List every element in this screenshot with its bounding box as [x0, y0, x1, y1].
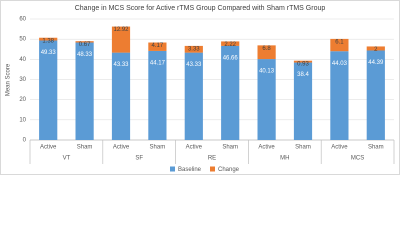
x-tick-label: Active [258, 145, 275, 151]
bar-segment [330, 51, 349, 141]
data-label: 44.17 [150, 61, 166, 67]
legend-swatch [210, 166, 215, 172]
bar-segment [39, 40, 58, 140]
group-label: VT [63, 156, 71, 162]
y-tick-label: 30 [19, 77, 26, 83]
y-tick-label: 10 [19, 117, 26, 123]
x-tick-label: Active [113, 145, 130, 151]
group-label: SF [135, 156, 143, 162]
x-tick-label: Sham [222, 145, 238, 151]
x-tick-label: Active [331, 145, 348, 151]
bar-segment [148, 50, 167, 141]
x-tick-label: Sham [368, 145, 384, 151]
bar-segment [111, 26, 131, 53]
bar-segment [184, 52, 203, 141]
data-label: 12.92 [113, 27, 129, 33]
x-tick-label: Active [40, 145, 57, 151]
bar-segment [184, 45, 203, 53]
legend-swatch [170, 166, 175, 172]
data-label: 38.4 [297, 72, 309, 78]
data-label: 2 [374, 47, 378, 53]
bar-segment [257, 59, 276, 140]
data-label: 0.93 [297, 61, 309, 67]
data-label: 44.03 [332, 61, 348, 67]
bar-segment [366, 46, 385, 51]
y-axis-label: Mean Score [6, 63, 12, 96]
y-tick-label: 50 [19, 37, 26, 43]
group-label: MCS [351, 156, 364, 162]
data-label: 44.39 [368, 60, 384, 66]
x-tick-label: Active [186, 145, 203, 151]
legend-label: Baseline [178, 167, 202, 173]
group-label: MH [280, 156, 289, 162]
chart-title: Change in MCS Score for Active rTMS Grou… [75, 5, 326, 12]
data-label: 6.8 [262, 46, 271, 52]
y-tick-label: 20 [19, 97, 26, 103]
x-tick-label: Sham [295, 145, 311, 151]
bar-segment [330, 38, 349, 52]
bar-segment [111, 52, 131, 141]
group-label: RE [208, 156, 216, 162]
chart: Change in MCS Score for Active rTMS Grou… [0, 0, 400, 175]
bar-segment [293, 62, 313, 141]
data-label: 49.33 [41, 50, 57, 56]
data-label: 2.22 [224, 42, 236, 48]
data-label: 43.33 [186, 62, 202, 68]
x-tick-label: Sham [77, 145, 93, 151]
bar-segment [75, 42, 94, 140]
y-tick-label: 0 [23, 138, 27, 144]
data-label: 3.33 [188, 46, 200, 52]
legend-label: Change [218, 167, 240, 173]
data-label: 46.66 [223, 55, 239, 61]
bar-segment [39, 37, 58, 41]
bar-segment [366, 50, 385, 141]
y-tick-label: 40 [19, 57, 26, 63]
bar-segment [293, 60, 313, 63]
data-label: 43.33 [113, 62, 129, 68]
bar-segment [221, 45, 240, 141]
data-label: 48.33 [77, 52, 93, 58]
bar-segment [75, 41, 94, 43]
data-label: 1.38 [42, 38, 54, 44]
data-label: 0.67 [79, 42, 91, 48]
x-tick-label: Sham [150, 145, 166, 151]
data-label: 6.1 [335, 39, 344, 45]
page: Change in MCS Score for Active rTMS Grou… [0, 0, 400, 175]
bar-segment [148, 42, 167, 51]
data-label: 40.13 [259, 69, 275, 75]
bar-segment [221, 41, 240, 46]
data-label: 4.17 [152, 43, 164, 49]
y-tick-label: 60 [19, 17, 26, 23]
bar-segment [257, 45, 276, 60]
